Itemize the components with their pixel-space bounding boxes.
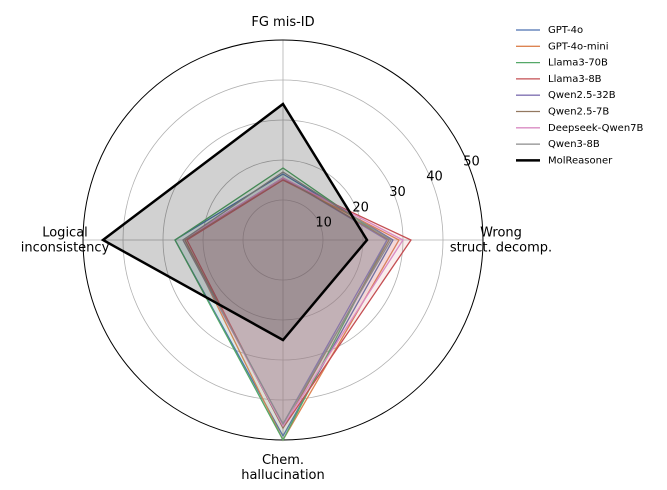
tick-label-10: 10 xyxy=(315,216,332,231)
axis-label-0: FG mis-ID xyxy=(251,15,314,30)
tick-label-30: 30 xyxy=(389,185,406,200)
legend: GPT-4o GPT-4o-mini Llama3-70B Llama3-8B Qwen… xyxy=(516,25,644,166)
axis-label-1: Wrong struct. decomp. xyxy=(450,225,552,255)
legend-label-qwen2-5-32b: Qwen2.5-32B xyxy=(548,90,616,101)
series-deepseek-qwen7b xyxy=(182,177,404,428)
axis-label-2: Chem. hallucination xyxy=(241,453,325,483)
legend-label-molreasoner: MolReasoner xyxy=(548,155,613,166)
radial-ticks: 10 20 30 40 50 xyxy=(315,154,479,230)
legend-label-gpt-4o: GPT-4o xyxy=(548,25,583,36)
tick-label-20: 20 xyxy=(352,200,369,215)
legend-label-llama3-70b: Llama3-70B xyxy=(548,58,608,69)
axis-labels: FG mis-ID Wrong struct. decomp. Chem. halluc… xyxy=(21,15,552,483)
legend-label-qwen2-5-7b: Qwen2.5-7B xyxy=(548,107,609,118)
radar-series xyxy=(100,102,412,442)
legend-label-deepseek-qwen7b: Deepseek-Qwen7B xyxy=(548,123,644,134)
legend-label-gpt-4o-mini: GPT-4o-mini xyxy=(548,41,609,52)
legend-label-qwen3-8b: Qwen3-8B xyxy=(548,139,600,150)
legend-label-llama3-8b: Llama3-8B xyxy=(548,74,602,85)
series-qwen3-8b xyxy=(182,171,392,426)
tick-label-40: 40 xyxy=(426,170,443,185)
series-molreasoner xyxy=(100,102,369,342)
tick-label-50: 50 xyxy=(463,154,480,169)
axis-label-3: Logical inconsistency xyxy=(21,225,110,255)
